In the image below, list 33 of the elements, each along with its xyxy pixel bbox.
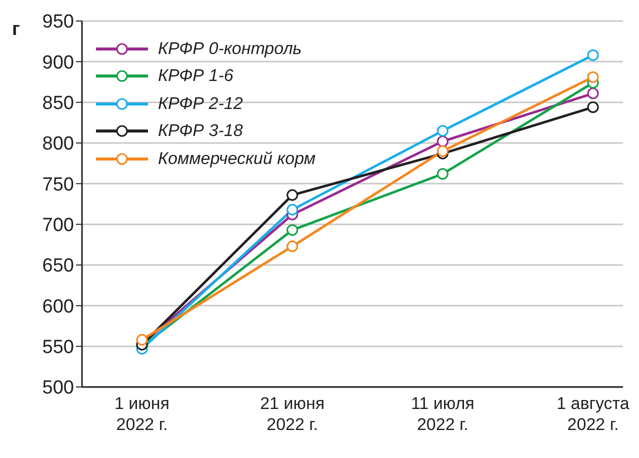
y-axis-title: г — [12, 19, 20, 40]
legend-label: Коммерческий корм — [158, 148, 316, 169]
x-tick-label: 11 июля 2022 г. — [410, 394, 474, 434]
legend-label: КРФР 2-12 — [158, 94, 243, 114]
point — [436, 136, 448, 148]
legend-label: КРФР 1-6 — [158, 66, 234, 86]
y-tick-label: 650 — [42, 256, 74, 277]
y-tick-label: 500 — [42, 378, 74, 399]
point — [286, 240, 298, 252]
point — [436, 125, 448, 137]
point — [286, 189, 298, 201]
x-tick-label: 1 августа 2022 г. — [556, 394, 630, 434]
y-tick-label: 900 — [42, 52, 74, 74]
y-tick-label: 850 — [42, 93, 74, 114]
y-tick-label: 950 — [42, 12, 74, 33]
point — [436, 145, 448, 157]
point — [587, 49, 599, 61]
x-tick-label: 1 июня 2022 г. — [114, 394, 170, 434]
legend-label: КРФР 0-контроль — [158, 38, 302, 59]
point — [587, 88, 599, 100]
y-tick-label: 600 — [42, 296, 74, 318]
point — [587, 71, 599, 83]
point — [436, 168, 448, 180]
y-tick-label: 800 — [42, 134, 74, 155]
y-tick-label: 750 — [42, 174, 74, 196]
point — [286, 224, 298, 236]
point — [587, 101, 599, 114]
point — [136, 334, 148, 346]
legend-label: КРФР 3-18 — [158, 121, 243, 142]
x-tick-label: 21 июня 2022 г. — [260, 394, 325, 434]
y-tick-label: 700 — [42, 215, 74, 236]
y-tick-label: 550 — [42, 337, 74, 358]
point — [286, 204, 298, 216]
